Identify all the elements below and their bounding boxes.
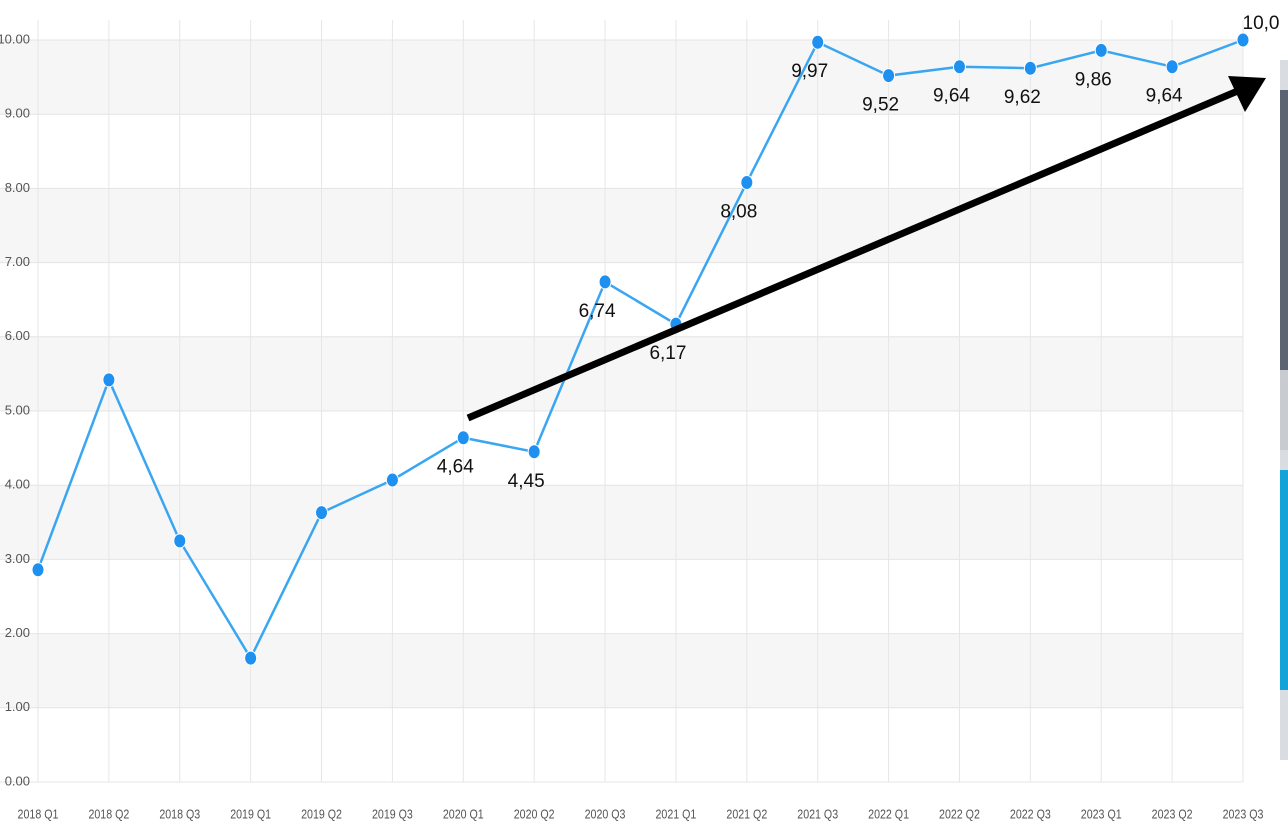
value-label: 4,45 — [508, 471, 545, 492]
data-point — [174, 534, 186, 548]
page: {"chart_data": {"type": "line", "categor… — [0, 0, 1288, 834]
value-label: 4,64 — [437, 457, 474, 478]
x-tick-label: 2018 Q1 — [18, 806, 59, 821]
data-point — [245, 651, 257, 665]
x-tick-label: 2023 Q3 — [1223, 806, 1264, 821]
y-tick-label: 3.00 — [5, 551, 30, 566]
value-label: 10,0 — [1243, 13, 1280, 34]
data-point — [741, 175, 753, 189]
data-point — [457, 431, 469, 445]
x-tick-label: 2022 Q3 — [1010, 806, 1051, 821]
x-tick-label: 2020 Q3 — [585, 806, 626, 821]
y-tick-label: 10.00 — [0, 31, 30, 46]
data-point — [1024, 61, 1036, 75]
x-tick-label: 2019 Q1 — [230, 806, 271, 821]
x-tick-label: 2020 Q2 — [514, 806, 555, 821]
data-point — [32, 563, 44, 577]
band — [0, 40, 1243, 114]
y-tick-label: 6.00 — [5, 328, 30, 343]
value-label: 9,86 — [1075, 69, 1112, 90]
x-tick-label: 2021 Q3 — [797, 806, 838, 821]
data-point — [812, 35, 824, 49]
y-tick-label: 8.00 — [5, 180, 30, 195]
band — [0, 634, 1243, 708]
value-label: 8,08 — [720, 201, 757, 222]
y-tick-label: 7.00 — [5, 254, 30, 269]
value-label: 6,74 — [579, 301, 616, 322]
y-tick-label: 2.00 — [5, 625, 30, 640]
data-point — [103, 373, 115, 387]
value-label: 6,17 — [649, 343, 686, 364]
band — [0, 188, 1243, 262]
y-tick-label: 9.00 — [5, 106, 30, 121]
photo-fragment — [1280, 60, 1288, 760]
y-tick-label: 4.00 — [5, 477, 30, 492]
plot-background — [0, 20, 1243, 782]
x-tick-label: 2019 Q2 — [301, 806, 342, 821]
x-tick-label: 2021 Q1 — [656, 806, 697, 821]
data-point — [953, 60, 965, 74]
value-label: 9,64 — [933, 86, 970, 107]
x-tick-label: 2021 Q2 — [726, 806, 767, 821]
data-point — [883, 69, 895, 83]
value-label: 9,64 — [1146, 86, 1183, 107]
data-point — [316, 506, 328, 520]
x-tick-label: 2018 Q2 — [88, 806, 129, 821]
y-tick-label: 1.00 — [5, 699, 30, 714]
data-point — [599, 275, 611, 289]
value-label: 9,52 — [862, 95, 899, 116]
chart: 0.00 1.00 2.00 3.00 4.00 5.00 6.00 7.00 8.00 9.00… — [0, 0, 1288, 834]
data-point — [528, 445, 540, 459]
band — [0, 337, 1243, 411]
x-tick-label: 2019 Q3 — [372, 806, 413, 821]
y-tick-label: 0.00 — [5, 773, 30, 788]
x-tick-label: 2023 Q2 — [1152, 806, 1193, 821]
x-tick-label: 2022 Q1 — [868, 806, 909, 821]
x-tick-label: 2022 Q2 — [939, 806, 980, 821]
data-point — [1095, 43, 1107, 57]
data-point — [1166, 60, 1178, 74]
value-label: 9,62 — [1004, 87, 1041, 108]
data-point — [1237, 33, 1249, 47]
x-tick-label: 2023 Q1 — [1081, 806, 1122, 821]
data-point — [386, 473, 398, 487]
value-label: 9,97 — [791, 61, 828, 82]
band — [0, 485, 1243, 559]
x-tick-label: 2018 Q3 — [159, 806, 200, 821]
x-tick-label: 2020 Q1 — [443, 806, 484, 821]
y-tick-label: 5.00 — [5, 402, 30, 417]
